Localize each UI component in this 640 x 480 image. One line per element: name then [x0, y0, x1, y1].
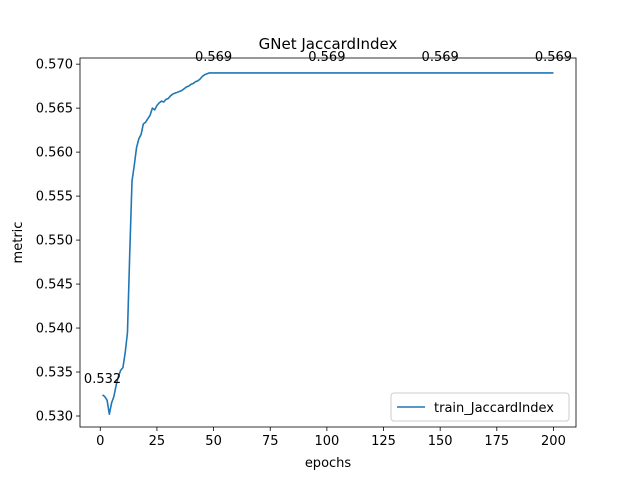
x-tick-label: 175: [484, 434, 509, 449]
y-tick-label: 0.550: [36, 234, 73, 249]
legend-box: [390, 392, 570, 422]
data-label: 0.532: [84, 372, 121, 387]
x-tick-label: 100: [314, 434, 339, 449]
y-tick-label: 0.555: [36, 190, 73, 205]
y-tick-label: 0.540: [36, 322, 73, 337]
x-tick-label: 75: [262, 434, 279, 449]
y-tick-label: 0.560: [36, 146, 73, 161]
y-tick-label: 0.565: [36, 102, 73, 117]
series-line-train-jaccardindex: [102, 72, 554, 416]
legend-label-train-jaccardindex: train_JaccardIndex: [434, 401, 554, 416]
y-axis: 0.530 0.535 0.540 0.545 0.550 0.555 0.560 0.565…: [36, 58, 80, 425]
y-tick-label: 0.530: [36, 410, 73, 425]
data-label: 0.569: [422, 50, 459, 65]
y-tick-label: 0.545: [36, 278, 73, 293]
plot-frame: [79, 57, 577, 428]
x-tick-label: 50: [205, 434, 222, 449]
x-axis: 0 25 50 75 100 125 150 175 200: [96, 427, 566, 449]
y-axis-label: metric: [11, 222, 26, 264]
x-tick-label: 125: [371, 434, 396, 449]
x-axis-label: epochs: [305, 456, 352, 471]
x-tick-label: 150: [428, 434, 453, 449]
data-label: 0.569: [308, 50, 345, 65]
data-label: 0.569: [535, 50, 572, 65]
y-tick-label: 0.570: [36, 58, 73, 73]
x-tick-label: 25: [149, 434, 166, 449]
plot-area: [80, 58, 576, 427]
legend: train_JaccardIndex: [390, 392, 570, 422]
annotations: 0.532 0.569 0.569 0.569 0.569: [84, 50, 572, 387]
x-tick-label: 0: [96, 434, 104, 449]
y-tick-label: 0.535: [36, 366, 73, 381]
data-label: 0.569: [195, 50, 232, 65]
x-tick-label: 200: [541, 434, 566, 449]
chart-title: GNet JaccardIndex: [259, 35, 398, 53]
